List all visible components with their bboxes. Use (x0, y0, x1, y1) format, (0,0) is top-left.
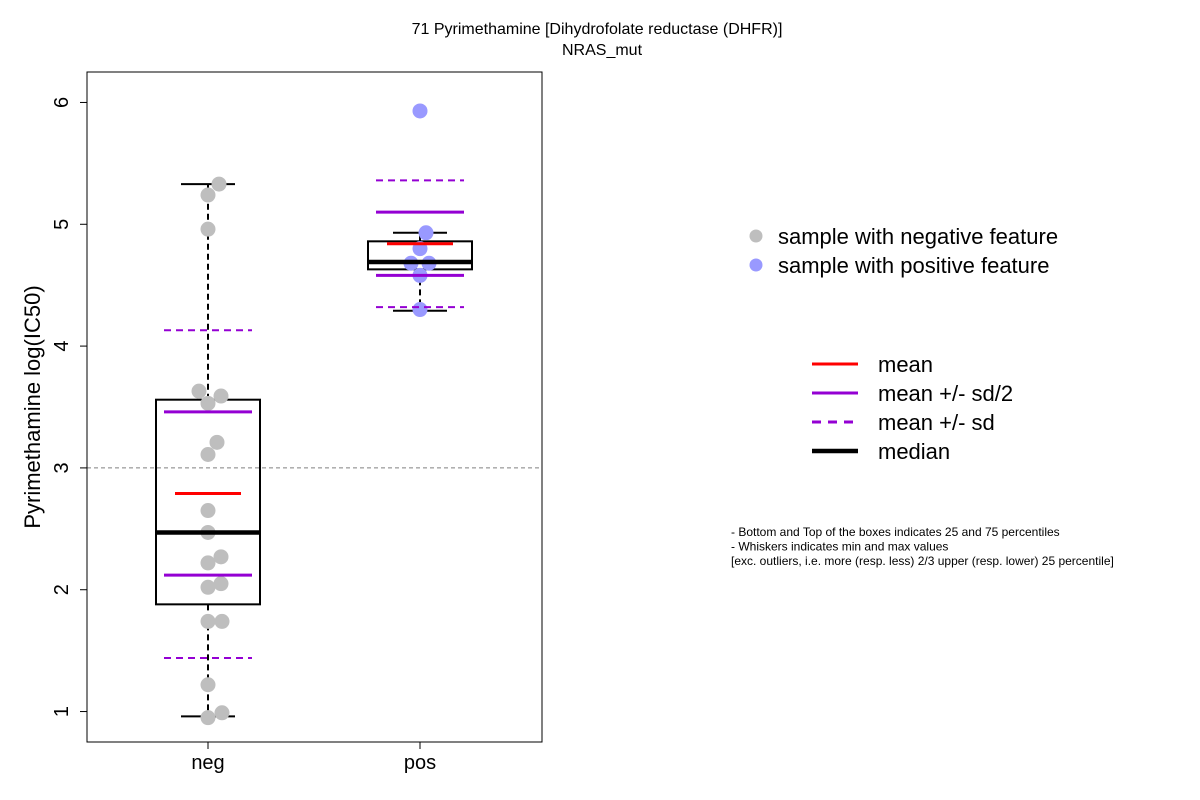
data-point (211, 176, 227, 192)
note-line: - Whiskers indicates min and max values (731, 540, 948, 554)
y-tick-label: 4 (51, 341, 73, 352)
data-point (200, 447, 216, 463)
data-point (209, 434, 225, 450)
legend-points: sample with negative feature sample with … (749, 224, 1058, 278)
y-tick-label: 5 (51, 219, 73, 230)
legend-point-label: sample with negative feature (778, 224, 1058, 249)
y-tick-label: 6 (51, 97, 73, 108)
data-point (214, 613, 230, 629)
note-line: - Bottom and Top of the boxes indicates … (731, 525, 1060, 539)
data-point (213, 576, 229, 592)
legend-point-marker (749, 258, 763, 272)
method-notes: - Bottom and Top of the boxes indicates … (731, 525, 1114, 568)
data-point (412, 103, 428, 119)
data-point (412, 302, 428, 318)
y-tick-label: 3 (51, 462, 73, 473)
data-point (200, 395, 216, 411)
legend-line-label: mean (878, 352, 933, 377)
data-point (191, 383, 207, 399)
data-point (214, 705, 230, 721)
data-point (200, 710, 216, 726)
chart-subtitle: NRAS_mut (562, 42, 643, 59)
data-point (200, 503, 216, 519)
data-point (200, 187, 216, 203)
data-point (200, 555, 216, 571)
legend-line-label: mean +/- sd (878, 410, 995, 435)
x-tick-label: pos (404, 752, 436, 774)
plot-area: neg pos 1 2 3 4 5 6 (51, 71, 543, 774)
legend-point-label: sample with positive feature (778, 253, 1049, 278)
data-point (418, 225, 434, 241)
data-point (200, 613, 216, 629)
data-point (213, 388, 229, 404)
chart-title: 71 Pyrimethamine [Dihydrofolate reductas… (412, 21, 783, 38)
data-point (200, 677, 216, 693)
legend-line-label: median (878, 439, 950, 464)
legend-point-marker (749, 229, 763, 243)
x-tick-label: neg (191, 752, 224, 774)
legend-line-label: mean +/- sd/2 (878, 381, 1013, 406)
y-axis-label: Pyrimethamine log(IC50) (20, 285, 45, 528)
y-tick-label: 2 (51, 584, 73, 595)
note-line: [exc. outliers, i.e. more (resp. less) 2… (731, 554, 1114, 568)
data-point (213, 549, 229, 565)
data-point (200, 221, 216, 237)
data-point (200, 579, 216, 595)
legend-lines: mean mean +/- sd/2 mean +/- sd median (812, 352, 1013, 464)
plot-frame (86, 71, 543, 743)
y-tick-label: 1 (51, 706, 73, 717)
